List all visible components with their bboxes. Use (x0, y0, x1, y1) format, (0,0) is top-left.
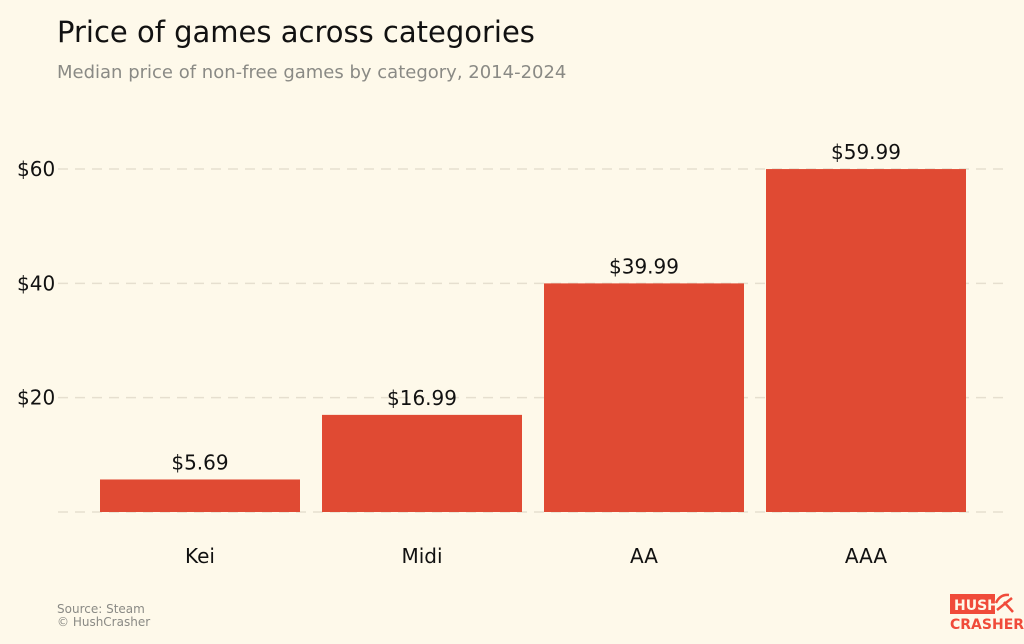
data-label: $59.99 (831, 140, 901, 164)
hushcrasher-logo: HUSH CRASHER (950, 593, 1024, 633)
bar-midi (322, 414, 522, 512)
source-note: Source: Steam (57, 602, 145, 616)
credit-note: © HushCrasher (57, 615, 150, 629)
y-tick-label: $20 (17, 386, 55, 410)
bar-aa (544, 283, 744, 512)
chart-subtitle: Median price of non-free games by catego… (57, 62, 566, 83)
bar-aaa (766, 169, 966, 512)
data-label: $39.99 (609, 254, 679, 278)
pickaxe-icon (994, 593, 1014, 613)
logo-line2: CRASHER (950, 617, 1024, 633)
data-label: $16.99 (387, 386, 457, 410)
x-tick-label: AAA (845, 544, 887, 568)
data-label: $5.69 (171, 450, 228, 474)
y-tick-label: $40 (17, 271, 55, 295)
logo-line1: HUSH (954, 598, 999, 614)
chart-title: Price of games across categories (57, 15, 535, 49)
y-tick-label: $60 (17, 157, 55, 181)
bar-kei (100, 479, 300, 512)
x-tick-label: Midi (401, 544, 442, 568)
x-tick-label: AA (630, 544, 658, 568)
x-tick-label: Kei (185, 544, 215, 568)
